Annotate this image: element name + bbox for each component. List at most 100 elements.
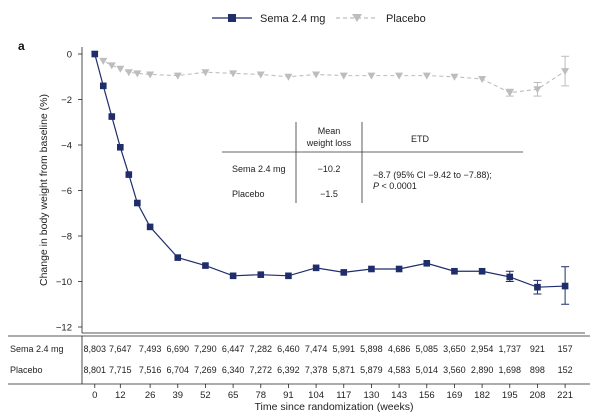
placebo-point <box>312 71 321 79</box>
sema-point <box>285 272 292 280</box>
at-risk-cell: 7,272 <box>250 365 273 375</box>
sema-point <box>423 260 431 267</box>
at-risk-cell: 7,378 <box>305 365 328 375</box>
at-risk-cell: 4,583 <box>388 365 411 375</box>
x-tick-label: 130 <box>364 390 380 401</box>
x-tick-label: 169 <box>447 390 463 401</box>
placebo-point <box>124 69 133 77</box>
sema-point <box>146 223 154 231</box>
sema-point <box>312 264 320 272</box>
x-tick-label: 221 <box>557 390 573 401</box>
at-risk-row-label-sema: Sema 2.4 mg <box>10 344 64 354</box>
x-tick-label: 65 <box>228 390 239 401</box>
at-risk-cell: 7,282 <box>250 344 273 354</box>
series-placebo <box>90 51 570 97</box>
inset-table: Mean weight loss ETD Sema 2.4 mg −10.2 P… <box>222 122 523 203</box>
placebo-point <box>561 68 570 76</box>
x-tick-label: 156 <box>419 390 435 401</box>
sema-point <box>99 82 107 90</box>
x-tick-label: 0 <box>92 390 97 401</box>
placebo-point <box>99 57 108 65</box>
axes: 0 −2 −4 −6 −8 −10 −12 <box>56 47 585 334</box>
at-risk-cell: 5,879 <box>360 365 383 375</box>
y-tick-label: −2 <box>61 95 72 106</box>
at-risk-table: Sema 2.4 mg Placebo 0 8,803 8,801 12 7,647 7,… <box>8 335 590 401</box>
placebo-point <box>450 73 459 81</box>
legend-placebo-marker <box>352 14 362 22</box>
placebo-point <box>256 71 265 79</box>
y-tick-label: −10 <box>56 277 72 288</box>
placebo-point <box>116 65 125 73</box>
at-risk-cell: 7,516 <box>139 365 162 375</box>
at-risk-row-label-placebo: Placebo <box>10 365 43 375</box>
at-risk-cell: 6,447 <box>222 344 245 354</box>
placebo-point <box>284 73 293 81</box>
sema-point <box>91 50 99 58</box>
placebo-point <box>133 70 142 78</box>
x-tick-label: 12 <box>115 390 126 401</box>
sema-point <box>368 265 375 273</box>
sema-point <box>395 265 403 273</box>
placebo-point <box>422 72 431 80</box>
placebo-point <box>146 71 155 79</box>
inset-row1-label: Sema 2.4 mg <box>232 164 286 174</box>
sema-point <box>478 267 486 275</box>
at-risk-cell: 5,085 <box>416 344 439 354</box>
sema-point <box>125 171 133 178</box>
at-risk-cell: 5,871 <box>333 365 356 375</box>
sema-point <box>257 271 265 278</box>
at-risk-cell: 7,493 <box>139 344 162 354</box>
inset-row1-value: −10.2 <box>318 164 341 174</box>
y-tick-label: −12 <box>56 323 72 334</box>
inset-p-rest: < 0.0001 <box>379 181 417 191</box>
at-risk-cell: 152 <box>558 365 573 375</box>
at-risk-cell: 8,803 <box>84 344 107 354</box>
at-risk-cell: 921 <box>530 344 545 354</box>
inset-row2-value: −1.5 <box>320 189 338 199</box>
x-tick-label: 104 <box>308 390 324 401</box>
placebo-point <box>201 69 210 77</box>
legend-sema-marker <box>228 14 236 22</box>
placebo-point <box>107 62 116 70</box>
inset-etd-value: −8.7 (95% CI −9.42 to −7.88); <box>373 170 492 180</box>
sema-point <box>561 282 569 290</box>
sema-point <box>108 113 116 120</box>
at-risk-cell: 7,474 <box>305 344 328 354</box>
at-risk-cell: 5,898 <box>360 344 383 354</box>
sema-point <box>340 269 348 276</box>
inset-etd-pvalue: P < 0.0001 <box>373 181 417 191</box>
at-risk-cell: 4,686 <box>388 344 411 354</box>
at-risk-cell: 7,715 <box>109 365 132 375</box>
at-risk-cell: 1,698 <box>499 365 522 375</box>
sema-point <box>202 262 209 269</box>
placebo-point <box>505 89 514 97</box>
sema-point <box>229 272 237 280</box>
at-risk-cell: 157 <box>558 344 573 354</box>
y-tick-label: −8 <box>61 232 72 243</box>
x-tick-label: 143 <box>391 390 407 401</box>
at-risk-cell: 1,737 <box>499 344 522 354</box>
y-tick-label: −6 <box>61 186 72 197</box>
series-sema <box>91 50 570 305</box>
placebo-point <box>395 72 404 80</box>
at-risk-cell: 3,650 <box>443 344 466 354</box>
placebo-line <box>94 53 566 94</box>
at-risk-cell: 7,290 <box>194 344 217 354</box>
at-risk-cell: 6,690 <box>167 344 190 354</box>
sema-point <box>534 283 541 291</box>
sema-point <box>506 273 514 281</box>
legend-sema-label: Sema 2.4 mg <box>260 13 325 25</box>
y-axis-title: Change in body weight from baseline (%) <box>38 94 50 286</box>
at-risk-cell: 6,704 <box>167 365 190 375</box>
y-tick-label: −4 <box>61 141 72 152</box>
inset-header-mean: Mean <box>318 126 341 136</box>
inset-header-etd: ETD <box>411 134 430 144</box>
at-risk-cell: 2,890 <box>471 365 494 375</box>
inset-row2-label: Placebo <box>232 189 265 199</box>
at-risk-cell: 6,392 <box>277 365 300 375</box>
x-tick-label: 208 <box>530 390 546 401</box>
placebo-point <box>229 70 238 78</box>
legend: Sema 2.4 mg Placebo <box>212 13 426 25</box>
at-risk-cell: 5,991 <box>333 344 356 354</box>
at-risk-cell: 5,014 <box>416 365 439 375</box>
